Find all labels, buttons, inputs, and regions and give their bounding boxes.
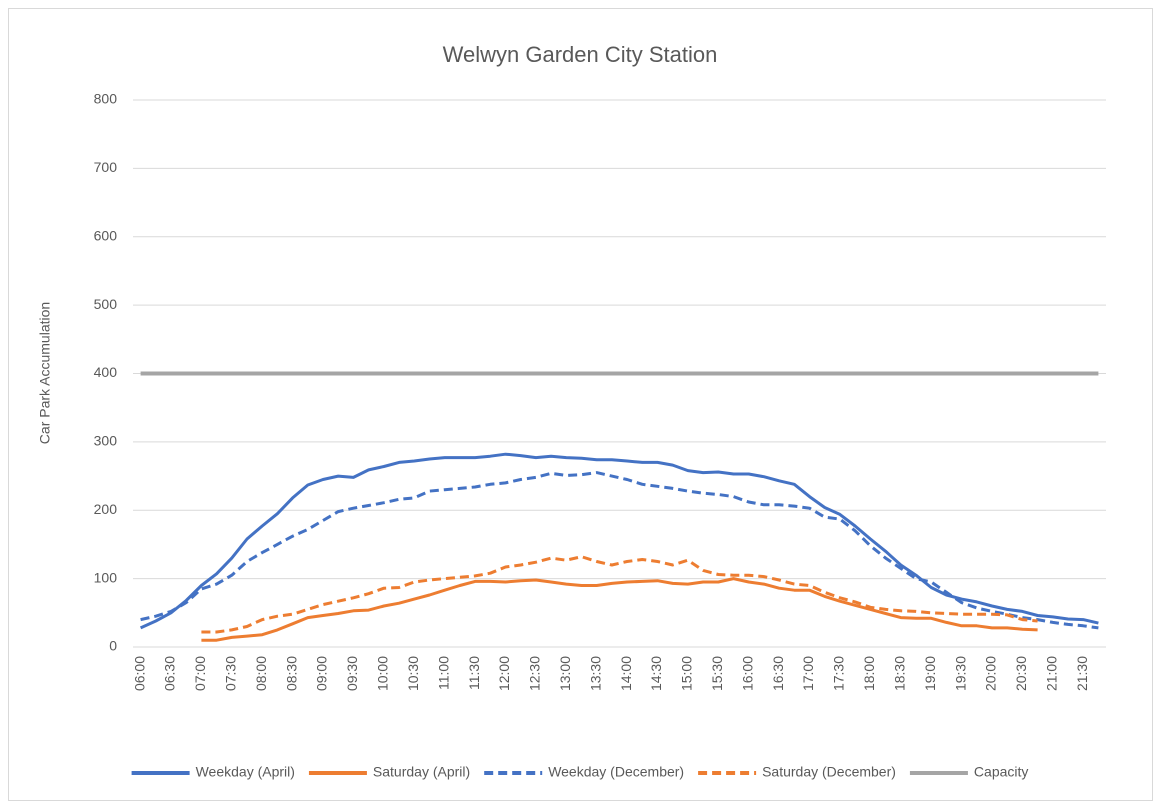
x-tick-label: 19:30 [952, 656, 968, 691]
x-tick-label: 15:30 [709, 656, 725, 691]
x-tick-label: 20:30 [1013, 656, 1029, 691]
x-tick-label: 11:30 [466, 656, 482, 690]
x-tick-label: 09:00 [314, 656, 330, 691]
x-tick-label: 13:00 [557, 656, 573, 691]
x-tick-label: 12:30 [527, 656, 543, 691]
legend-label: Saturday (April) [373, 764, 470, 780]
x-tick-label: 06:30 [162, 656, 178, 691]
series-line [201, 577, 1038, 642]
y-tick-label: 0 [109, 638, 117, 654]
series-line [140, 471, 1099, 630]
y-tick-label: 400 [94, 364, 118, 380]
legend-label: Saturday (December) [762, 764, 896, 780]
x-tick-label: 17:30 [831, 656, 847, 691]
legend-label: Weekday (April) [196, 764, 295, 780]
x-tick-label: 21:30 [1074, 656, 1090, 691]
chart-title: Welwyn Garden City Station [443, 42, 718, 67]
x-tick-label: 16:30 [770, 656, 786, 691]
x-tick-label: 15:00 [679, 656, 695, 691]
y-tick-label: 600 [94, 227, 118, 243]
x-tick-label: 07:30 [223, 656, 239, 691]
x-tick-label: 13:30 [587, 656, 603, 691]
x-tick-label: 19:00 [922, 656, 938, 691]
x-tick-label: 07:00 [192, 656, 208, 691]
y-axis-title: Car Park Accumulation [37, 302, 53, 444]
y-tick-label: 300 [94, 433, 118, 449]
y-tick-label: 500 [94, 296, 118, 312]
x-tick-label: 17:00 [800, 656, 816, 691]
x-tick-label: 18:30 [891, 656, 907, 691]
series-line [201, 555, 1038, 634]
x-tick-label: 10:30 [405, 656, 421, 691]
x-tick-label: 16:00 [739, 656, 755, 691]
x-tick-label: 12:00 [496, 656, 512, 691]
x-tick-label: 10:00 [375, 656, 391, 691]
x-tick-label: 18:00 [861, 656, 877, 691]
x-tick-label: 08:30 [283, 656, 299, 691]
legend-label: Capacity [974, 764, 1028, 780]
y-tick-label: 700 [94, 159, 118, 175]
x-tick-label: 21:00 [1043, 656, 1059, 691]
x-tick-label: 08:00 [253, 656, 269, 691]
x-tick-label: 14:30 [648, 656, 664, 691]
y-tick-label: 200 [94, 501, 118, 517]
x-tick-label: 06:00 [131, 656, 147, 691]
chart-frame [8, 8, 1153, 801]
y-tick-label: 100 [94, 569, 118, 585]
x-tick-label: 20:00 [983, 656, 999, 691]
x-tick-label: 14:00 [618, 656, 634, 691]
x-tick-label: 09:30 [344, 656, 360, 691]
series-line [139, 452, 1099, 630]
legend-label: Weekday (December) [548, 764, 684, 780]
x-tick-label: 11:00 [435, 656, 451, 690]
y-tick-label: 800 [94, 91, 118, 107]
